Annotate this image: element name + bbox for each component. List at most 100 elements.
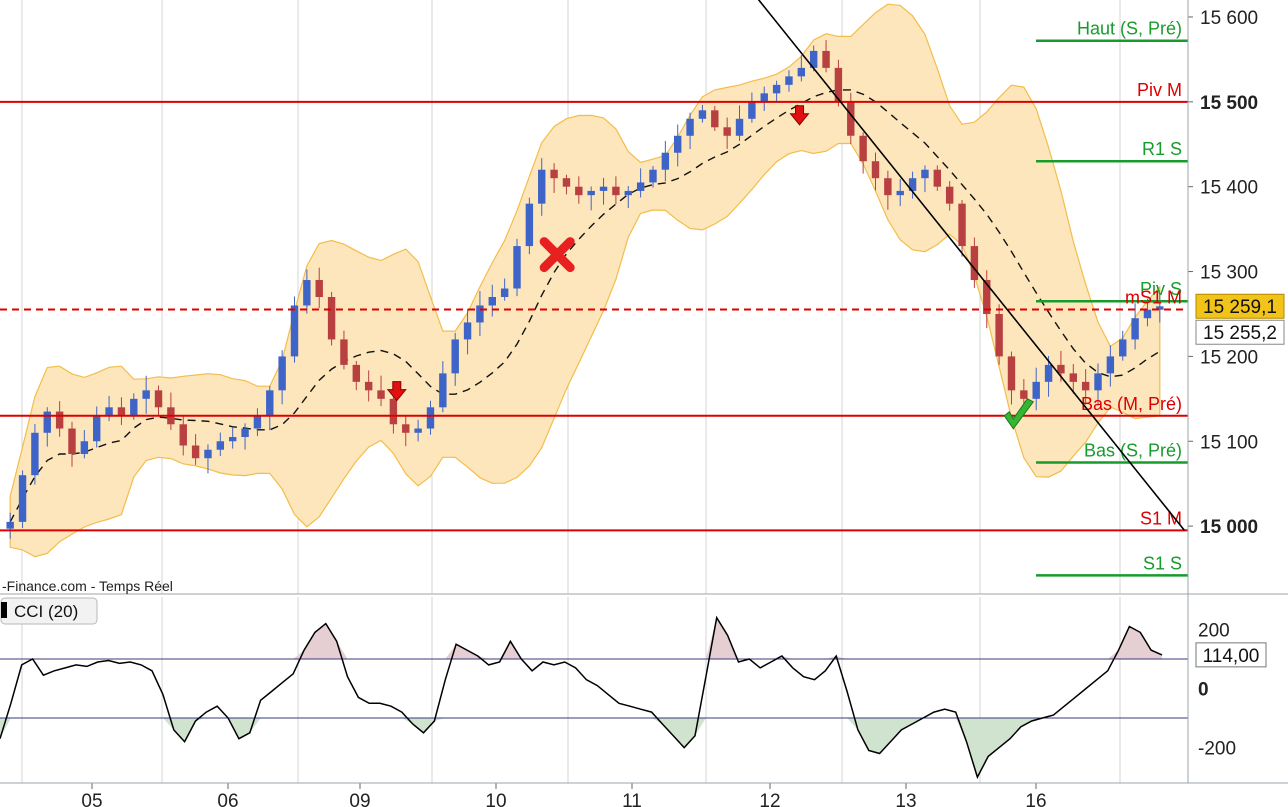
candle-body	[130, 398, 138, 416]
candle-body	[154, 390, 163, 408]
reference-price-badge	[1195, 319, 1285, 345]
check-marker-icon	[1003, 398, 1035, 430]
cci-line	[0, 615, 1163, 780]
candle	[68, 421, 76, 467]
candle-body	[624, 190, 632, 196]
grid-lines	[21, 0, 1121, 783]
candle	[31, 424, 39, 485]
candle-body	[847, 101, 855, 136]
candle-body	[538, 169, 546, 204]
candle	[636, 168, 645, 198]
candle	[327, 291, 336, 346]
candle-body	[352, 364, 361, 382]
candle-body	[500, 288, 509, 297]
y-tick-label: 15 600	[1200, 8, 1258, 29]
candle	[278, 350, 286, 405]
candle	[377, 375, 385, 407]
candle-body	[1057, 364, 1065, 374]
candle-body	[995, 313, 1003, 357]
candle-body	[43, 411, 51, 433]
candle	[1069, 364, 1077, 394]
cci-panel: 200 0 -200 114,00	[0, 615, 1267, 780]
candle-body	[340, 339, 348, 365]
candle-body	[290, 305, 299, 357]
candle	[266, 386, 274, 431]
candle	[859, 132, 867, 174]
candle-body	[612, 186, 620, 196]
candle	[241, 423, 249, 450]
x-tick-label: 10	[485, 791, 506, 807]
candle-body	[921, 169, 929, 179]
candle-body	[599, 186, 608, 191]
candle-body	[1131, 318, 1139, 340]
candle-body	[389, 398, 398, 425]
candle	[970, 237, 979, 288]
candle-body	[711, 110, 719, 128]
x-tick-label: 13	[895, 791, 916, 807]
candle-body	[859, 135, 867, 162]
candle	[1131, 303, 1139, 350]
candle-body	[735, 118, 744, 136]
candle-body	[1007, 356, 1016, 391]
candle-body	[822, 50, 830, 68]
candle	[216, 432, 225, 456]
cci-tick-label: 0	[1198, 680, 1209, 701]
candle-body	[970, 246, 979, 281]
candle	[772, 80, 781, 101]
x-tick-label: 12	[759, 791, 780, 807]
candle	[550, 163, 558, 193]
candle-body	[6, 521, 14, 529]
candle	[402, 415, 410, 447]
candle-body	[983, 280, 991, 314]
candle-body	[278, 356, 286, 391]
cross-marker-icon	[539, 237, 575, 273]
candle	[538, 158, 546, 216]
candle	[599, 177, 608, 205]
candle-body	[1044, 364, 1053, 382]
candle-body	[315, 280, 323, 297]
y-tick-label: 15 100	[1200, 432, 1258, 453]
candle	[142, 375, 150, 414]
candlestick-series	[6, 40, 1164, 539]
candle-body	[117, 407, 126, 416]
candle-body	[772, 84, 781, 94]
candle	[995, 304, 1003, 365]
level-label: Piv S	[1140, 279, 1182, 299]
candle-body	[18, 475, 27, 522]
candle	[871, 152, 880, 191]
candle-body	[958, 203, 966, 247]
cci-tick-label: 200	[1198, 620, 1230, 641]
candle	[1032, 367, 1040, 411]
candle-body	[1156, 306, 1164, 310]
candle	[451, 332, 459, 386]
candle-body	[587, 190, 595, 196]
candle-body	[550, 169, 558, 179]
candle-body	[439, 373, 447, 408]
candle	[822, 40, 830, 73]
candle-body	[68, 428, 76, 454]
candle	[414, 419, 422, 442]
candle	[105, 395, 113, 422]
candle-body	[253, 415, 262, 429]
candle-body	[204, 449, 212, 459]
candle	[1007, 351, 1016, 405]
current-price-label: 15 259,1	[1203, 297, 1277, 318]
candle	[908, 171, 917, 199]
candle-body	[476, 305, 484, 323]
cci-current-badge	[1195, 642, 1267, 668]
candle-body	[575, 186, 583, 196]
candle-body	[303, 280, 311, 306]
candle	[698, 104, 707, 123]
candle-body	[327, 297, 336, 340]
candle	[612, 176, 620, 205]
candle	[945, 181, 954, 211]
candle	[760, 86, 768, 112]
candle	[748, 92, 756, 123]
candle-body	[80, 441, 89, 454]
candle-body	[871, 161, 880, 179]
x-tick-label: 16	[1025, 791, 1046, 807]
candle	[587, 186, 595, 211]
candle-body	[760, 93, 768, 102]
sell-arrow-icon	[386, 381, 407, 402]
